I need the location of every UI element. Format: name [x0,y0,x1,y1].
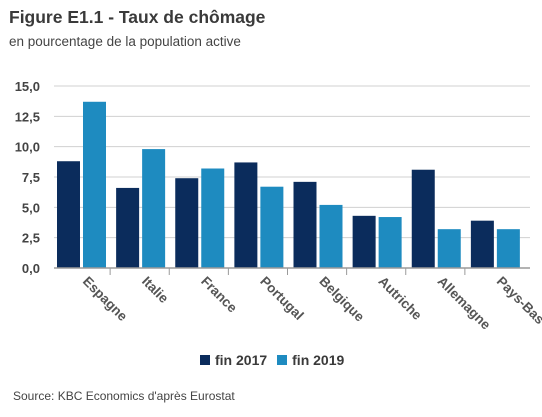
category-label-autriche: Autriche [376,274,426,324]
bar-fin-2017-espagne [57,161,80,268]
bar-fin-2017-italie [116,187,140,268]
bar-fin-2017-autriche [352,215,376,268]
bar-chart: 0,0 2,5 5,0 7,5 10,0 12,5 15,0 Espagne Italie Fr… [15,79,542,333]
bar-fin-2019-belgique [319,204,343,268]
legend-item-fin-2017: fin 2017 [200,352,267,368]
legend-swatch-fin-2017 [200,355,210,365]
y-tick-label: 10,0 [15,140,40,155]
y-tick-label: 7,5 [22,170,40,185]
bar-fin-2017-belgique [293,181,317,268]
bar-fin-2019-italie [142,149,166,268]
bar-fin-2019-portugal [260,186,284,268]
bar-fin-2019-autriche [378,217,402,268]
bar-fin-2017-france [175,178,199,268]
y-tick-label: 2,5 [22,231,40,246]
legend: fin 2017 fin 2019 [200,352,348,368]
y-tick-label: 0,0 [22,261,40,276]
y-tick-label: 5,0 [22,200,40,215]
source-note: Source: KBC Economics d'après Eurostat [13,389,235,403]
y-tick-label: 12,5 [15,109,40,124]
legend-item-fin-2019: fin 2019 [277,352,344,368]
category-label-allemagne: Allemagne [435,274,494,333]
category-label-espagne: Espagne [80,274,131,325]
bar-fin-2019-allemagne [437,229,461,268]
chart-title: Figure E1.1 - Taux de chômage [9,7,266,27]
category-label-pays-bas: Pays-Bas [494,274,542,328]
bar-fin-2017-portugal [234,162,258,268]
y-axis-ticks: 0,0 2,5 5,0 7,5 10,0 12,5 15,0 [15,79,40,276]
bar-fin-2017-pays-bas [470,220,494,268]
bar-fin-2019-pays-bas [496,229,520,268]
bars [57,101,520,268]
bar-fin-2019-espagne [83,101,106,268]
legend-label-fin-2017: fin 2017 [215,352,268,368]
legend-swatch-fin-2019 [277,355,288,365]
category-labels: Espagne Italie France Portugal Belgique Autri… [80,274,542,333]
x-axis [54,267,530,275]
y-tick-label: 15,0 [15,79,40,94]
category-label-italie: Italie [139,274,172,307]
chart-subtitle: en pourcentage de la population active [9,34,241,49]
bar-fin-2017-allemagne [411,169,435,268]
legend-label-fin-2019: fin 2019 [292,352,345,368]
bar-fin-2019-france [201,168,225,268]
category-label-belgique: Belgique [316,274,367,325]
category-label-portugal: Portugal [257,274,306,323]
category-label-france: France [198,274,240,316]
